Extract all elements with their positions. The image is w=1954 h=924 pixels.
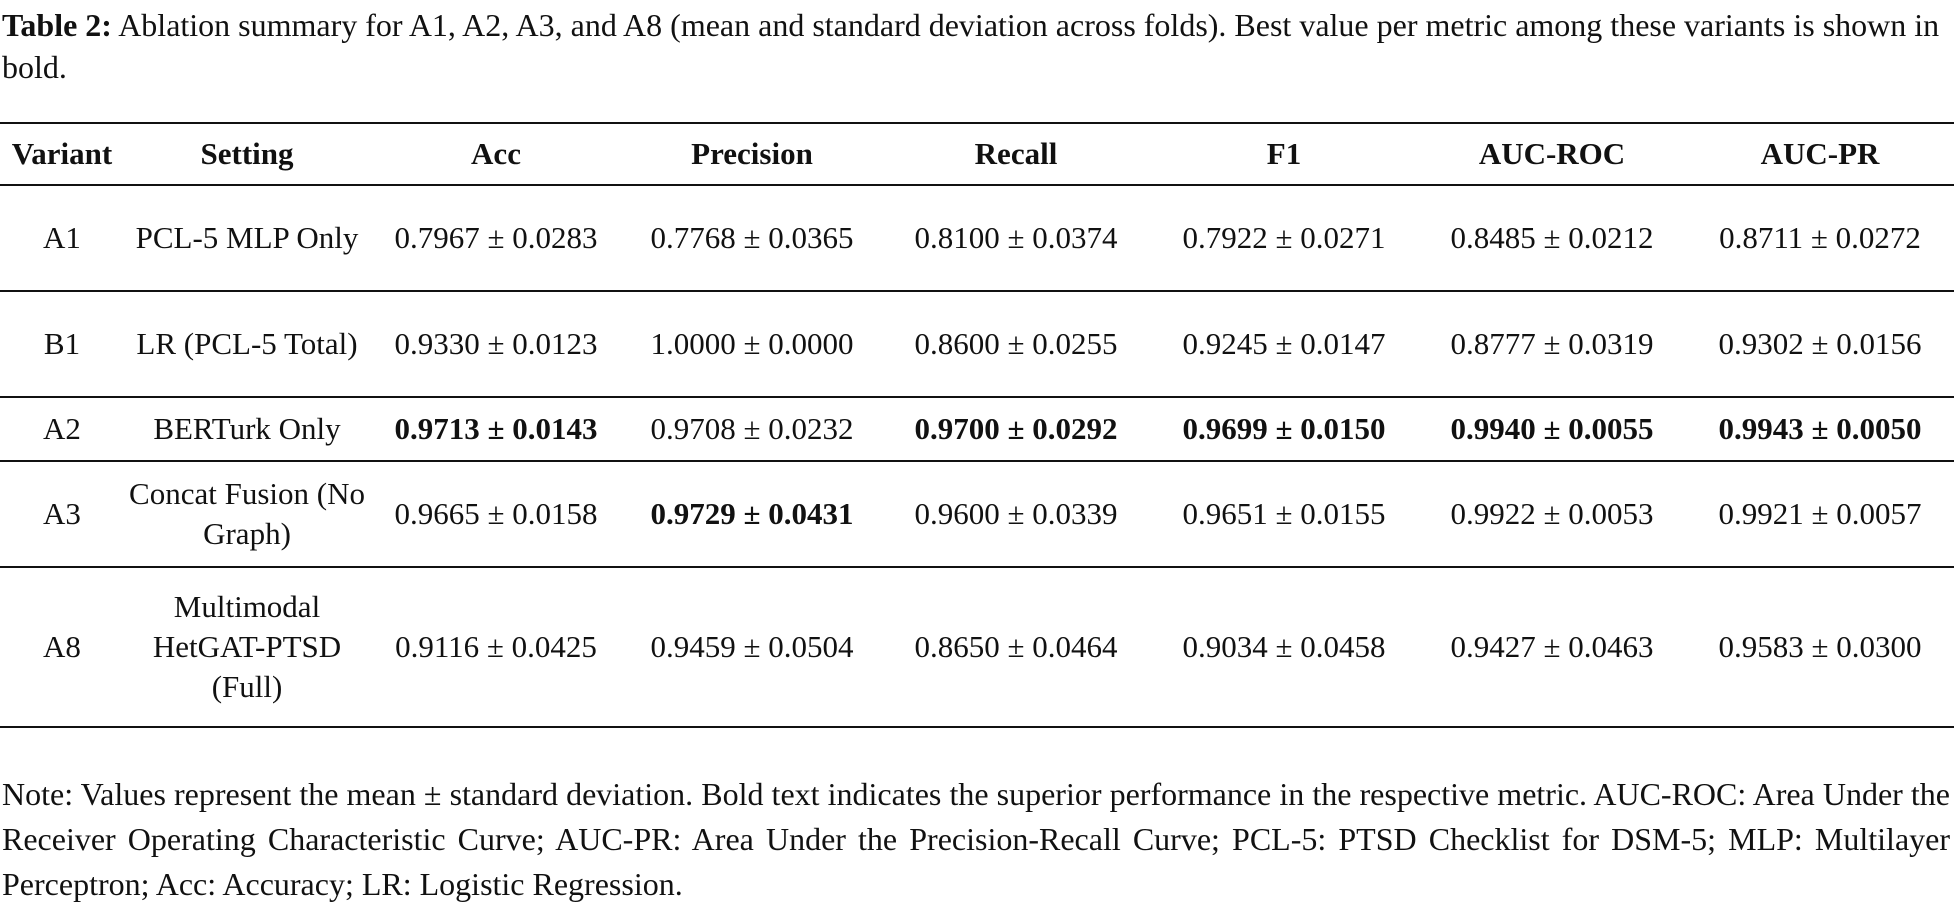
column-header-f1: F1 (1266, 136, 1302, 171)
column-header-setting: Setting (200, 136, 294, 171)
column-header-acc: Acc (471, 136, 521, 171)
table-caption: Table 2: Ablation summary for A1, A2, A3… (2, 4, 1948, 88)
cell-precision: 0.9708 ± 0.0232 (650, 411, 854, 446)
cell-auc-pr: 0.9943 ± 0.0050 (1718, 411, 1922, 446)
cell-f1: 0.9699 ± 0.0150 (1182, 411, 1386, 446)
cell-acc: 0.9665 ± 0.0158 (394, 496, 598, 531)
cell-precision: 1.0000 ± 0.0000 (650, 326, 854, 361)
cell-auc-roc: 0.9427 ± 0.0463 (1450, 629, 1654, 664)
cell-setting: PCL-5 MLP Only (135, 220, 359, 255)
table-row: A3 Concat Fusion (No Graph) 0.9665 ± 0.0… (0, 461, 1954, 567)
column-header-auc-roc: AUC-ROC (1478, 136, 1626, 171)
cell-setting: Concat Fusion (No Graph) (129, 476, 365, 551)
table-caption-text: Ablation summary for A1, A2, A3, and A8 … (2, 7, 1940, 85)
cell-acc: 0.7967 ± 0.0283 (394, 220, 598, 255)
cell-variant: A2 (43, 411, 81, 446)
table-row: B1 LR (PCL-5 Total) 0.9330 ± 0.0123 1.00… (0, 291, 1954, 397)
cell-recall: 0.8650 ± 0.0464 (914, 629, 1118, 664)
cell-precision: 0.9459 ± 0.0504 (650, 629, 854, 664)
cell-auc-pr: 0.9302 ± 0.0156 (1718, 326, 1922, 361)
cell-variant: B1 (43, 326, 81, 361)
cell-f1: 0.9245 ± 0.0147 (1182, 326, 1386, 361)
cell-f1: 0.9651 ± 0.0155 (1182, 496, 1386, 531)
table-header-row: Variant Setting Acc Precision Recall F1 … (0, 123, 1954, 185)
cell-variant: A3 (43, 496, 81, 531)
cell-recall: 0.9600 ± 0.0339 (914, 496, 1118, 531)
cell-recall: 0.9700 ± 0.0292 (914, 411, 1118, 446)
table-row: A8 Multimodal HetGAT-PTSD (Full) 0.9116 … (0, 567, 1954, 727)
cell-auc-pr: 0.9921 ± 0.0057 (1718, 496, 1922, 531)
cell-recall: 0.8600 ± 0.0255 (914, 326, 1118, 361)
table-note: Note: Values represent the mean ± standa… (2, 776, 1950, 902)
cell-f1: 0.7922 ± 0.0271 (1182, 220, 1386, 255)
table-row: A1 PCL-5 MLP Only 0.7967 ± 0.0283 0.7768… (0, 185, 1954, 291)
cell-variant: A1 (43, 220, 81, 255)
cell-auc-pr: 0.8711 ± 0.0272 (1719, 220, 1921, 255)
cell-precision: 0.9729 ± 0.0431 (650, 496, 854, 531)
cell-setting: BERTurk Only (153, 411, 341, 446)
cell-auc-roc: 0.8485 ± 0.0212 (1450, 220, 1654, 255)
column-header-precision: Precision (691, 136, 813, 171)
cell-precision: 0.7768 ± 0.0365 (650, 220, 854, 255)
cell-acc: 0.9330 ± 0.0123 (394, 326, 598, 361)
cell-acc: 0.9713 ± 0.0143 (394, 411, 598, 446)
ablation-table: Variant Setting Acc Precision Recall F1 … (0, 122, 1954, 728)
cell-auc-roc: 0.9922 ± 0.0053 (1450, 496, 1654, 531)
cell-auc-roc: 0.9940 ± 0.0055 (1450, 411, 1654, 446)
column-header-recall: Recall (974, 136, 1058, 171)
cell-variant: A8 (43, 629, 81, 664)
column-header-variant: Variant (11, 136, 113, 171)
cell-f1: 0.9034 ± 0.0458 (1182, 629, 1386, 664)
cell-setting: LR (PCL-5 Total) (136, 326, 358, 361)
cell-auc-pr: 0.9583 ± 0.0300 (1718, 629, 1922, 664)
column-header-auc-pr: AUC-PR (1760, 136, 1880, 171)
cell-recall: 0.8100 ± 0.0374 (914, 220, 1118, 255)
cell-acc: 0.9116 ± 0.0425 (395, 629, 597, 664)
table-row: A2 BERTurk Only 0.9713 ± 0.0143 0.9708 ±… (0, 397, 1954, 461)
cell-setting: Multimodal HetGAT-PTSD (Full) (152, 589, 342, 704)
table-caption-label: Table 2: (2, 7, 112, 43)
cell-auc-roc: 0.8777 ± 0.0319 (1450, 326, 1654, 361)
